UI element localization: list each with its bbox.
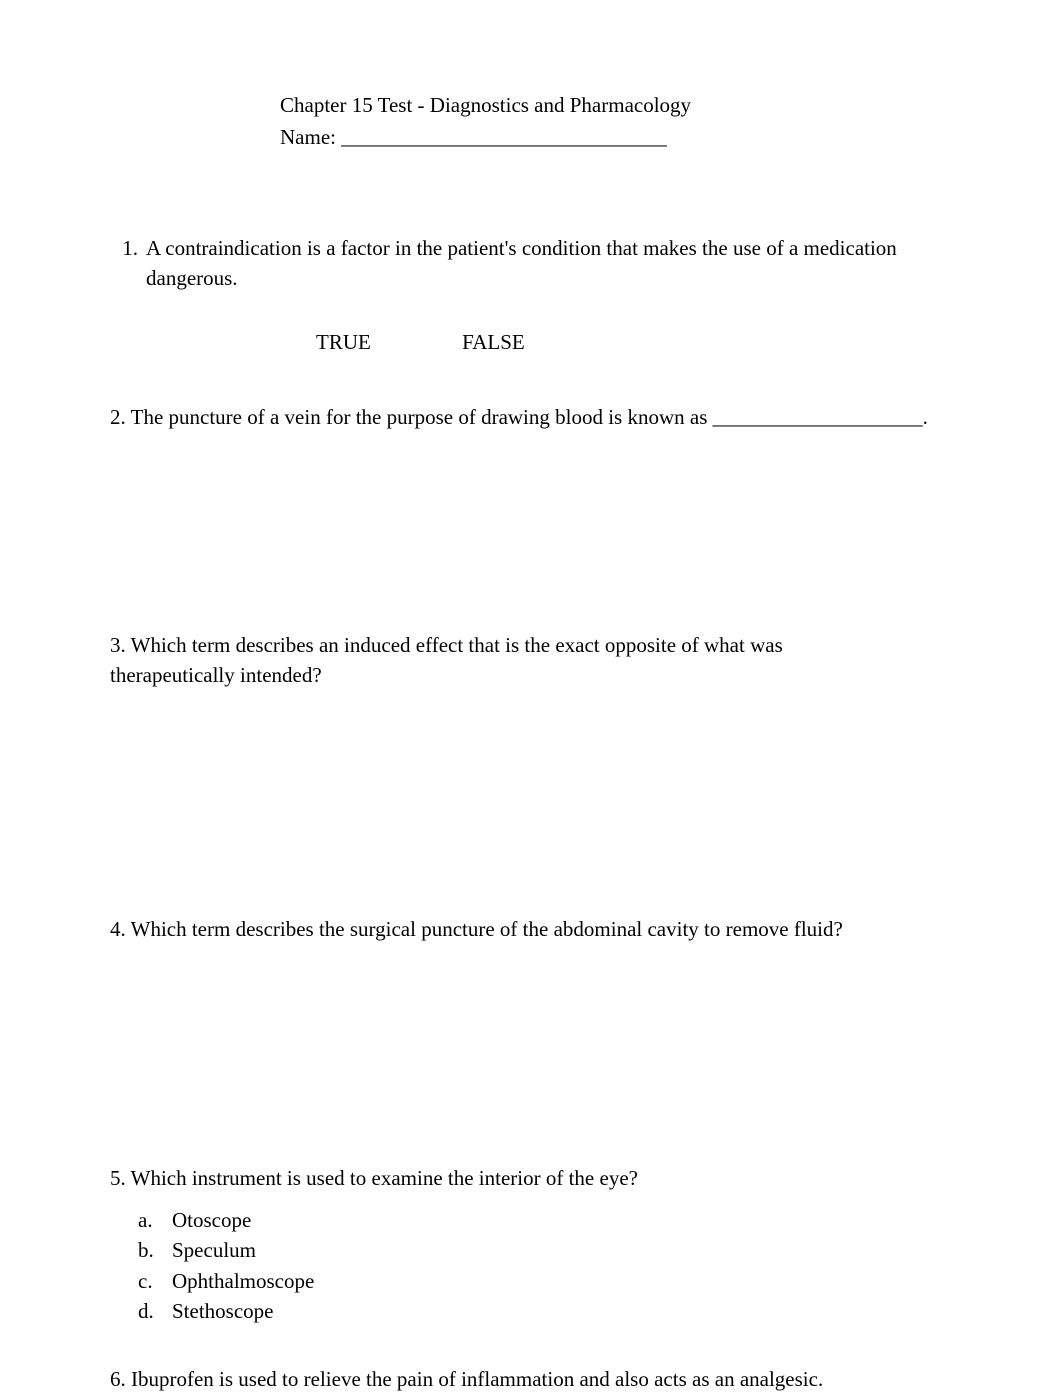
question-6-text: 6. Ibuprofen is used to relieve the pain… (110, 1367, 823, 1391)
option-a-text: Otoscope (172, 1205, 251, 1235)
option-d-text: Stethoscope (172, 1296, 273, 1326)
option-c[interactable]: c. Ophthalmoscope (138, 1266, 952, 1296)
option-c-letter: c. (138, 1266, 172, 1296)
question-4-text: 4. Which term describes the surgical pun… (110, 917, 843, 941)
question-3-line2: therapeutically intended? (110, 660, 952, 690)
test-header: Chapter 15 Test - Diagnostics and Pharma… (280, 90, 952, 153)
false-option[interactable]: FALSE (462, 330, 525, 355)
option-d[interactable]: d. Stethoscope (138, 1296, 952, 1326)
question-1-number: 1. (110, 233, 146, 294)
true-option[interactable]: TRUE (316, 330, 371, 355)
option-a[interactable]: a. Otoscope (138, 1205, 952, 1235)
option-b-text: Speculum (172, 1235, 256, 1265)
question-2: 2. The puncture of a vein for the purpos… (110, 405, 952, 430)
option-c-text: Ophthalmoscope (172, 1266, 314, 1296)
question-6: 6. Ibuprofen is used to relieve the pain… (110, 1367, 952, 1392)
question-3-line1: 3. Which term describes an induced effec… (110, 630, 952, 660)
question-3: 3. Which term describes an induced effec… (110, 630, 952, 691)
option-b-letter: b. (138, 1235, 172, 1265)
question-1: 1. A contraindication is a factor in the… (110, 233, 952, 294)
question-5-options: a. Otoscope b. Speculum c. Ophthalmoscop… (138, 1205, 952, 1327)
question-1-text: A contraindication is a factor in the pa… (146, 233, 952, 294)
question-4: 4. Which term describes the surgical pun… (110, 917, 952, 942)
option-b[interactable]: b. Speculum (138, 1235, 952, 1265)
page: Chapter 15 Test - Diagnostics and Pharma… (0, 0, 1062, 1377)
question-5: 5. Which instrument is used to examine t… (110, 1166, 952, 1327)
name-field-line[interactable]: Name: _______________________________ (280, 122, 667, 154)
option-a-letter: a. (138, 1205, 172, 1235)
question-1-true-false-row: TRUE FALSE (316, 330, 952, 355)
question-5-stem: 5. Which instrument is used to examine t… (110, 1166, 952, 1191)
option-d-letter: d. (138, 1296, 172, 1326)
question-2-text: 2. The puncture of a vein for the purpos… (110, 405, 928, 429)
test-title: Chapter 15 Test - Diagnostics and Pharma… (280, 90, 952, 122)
